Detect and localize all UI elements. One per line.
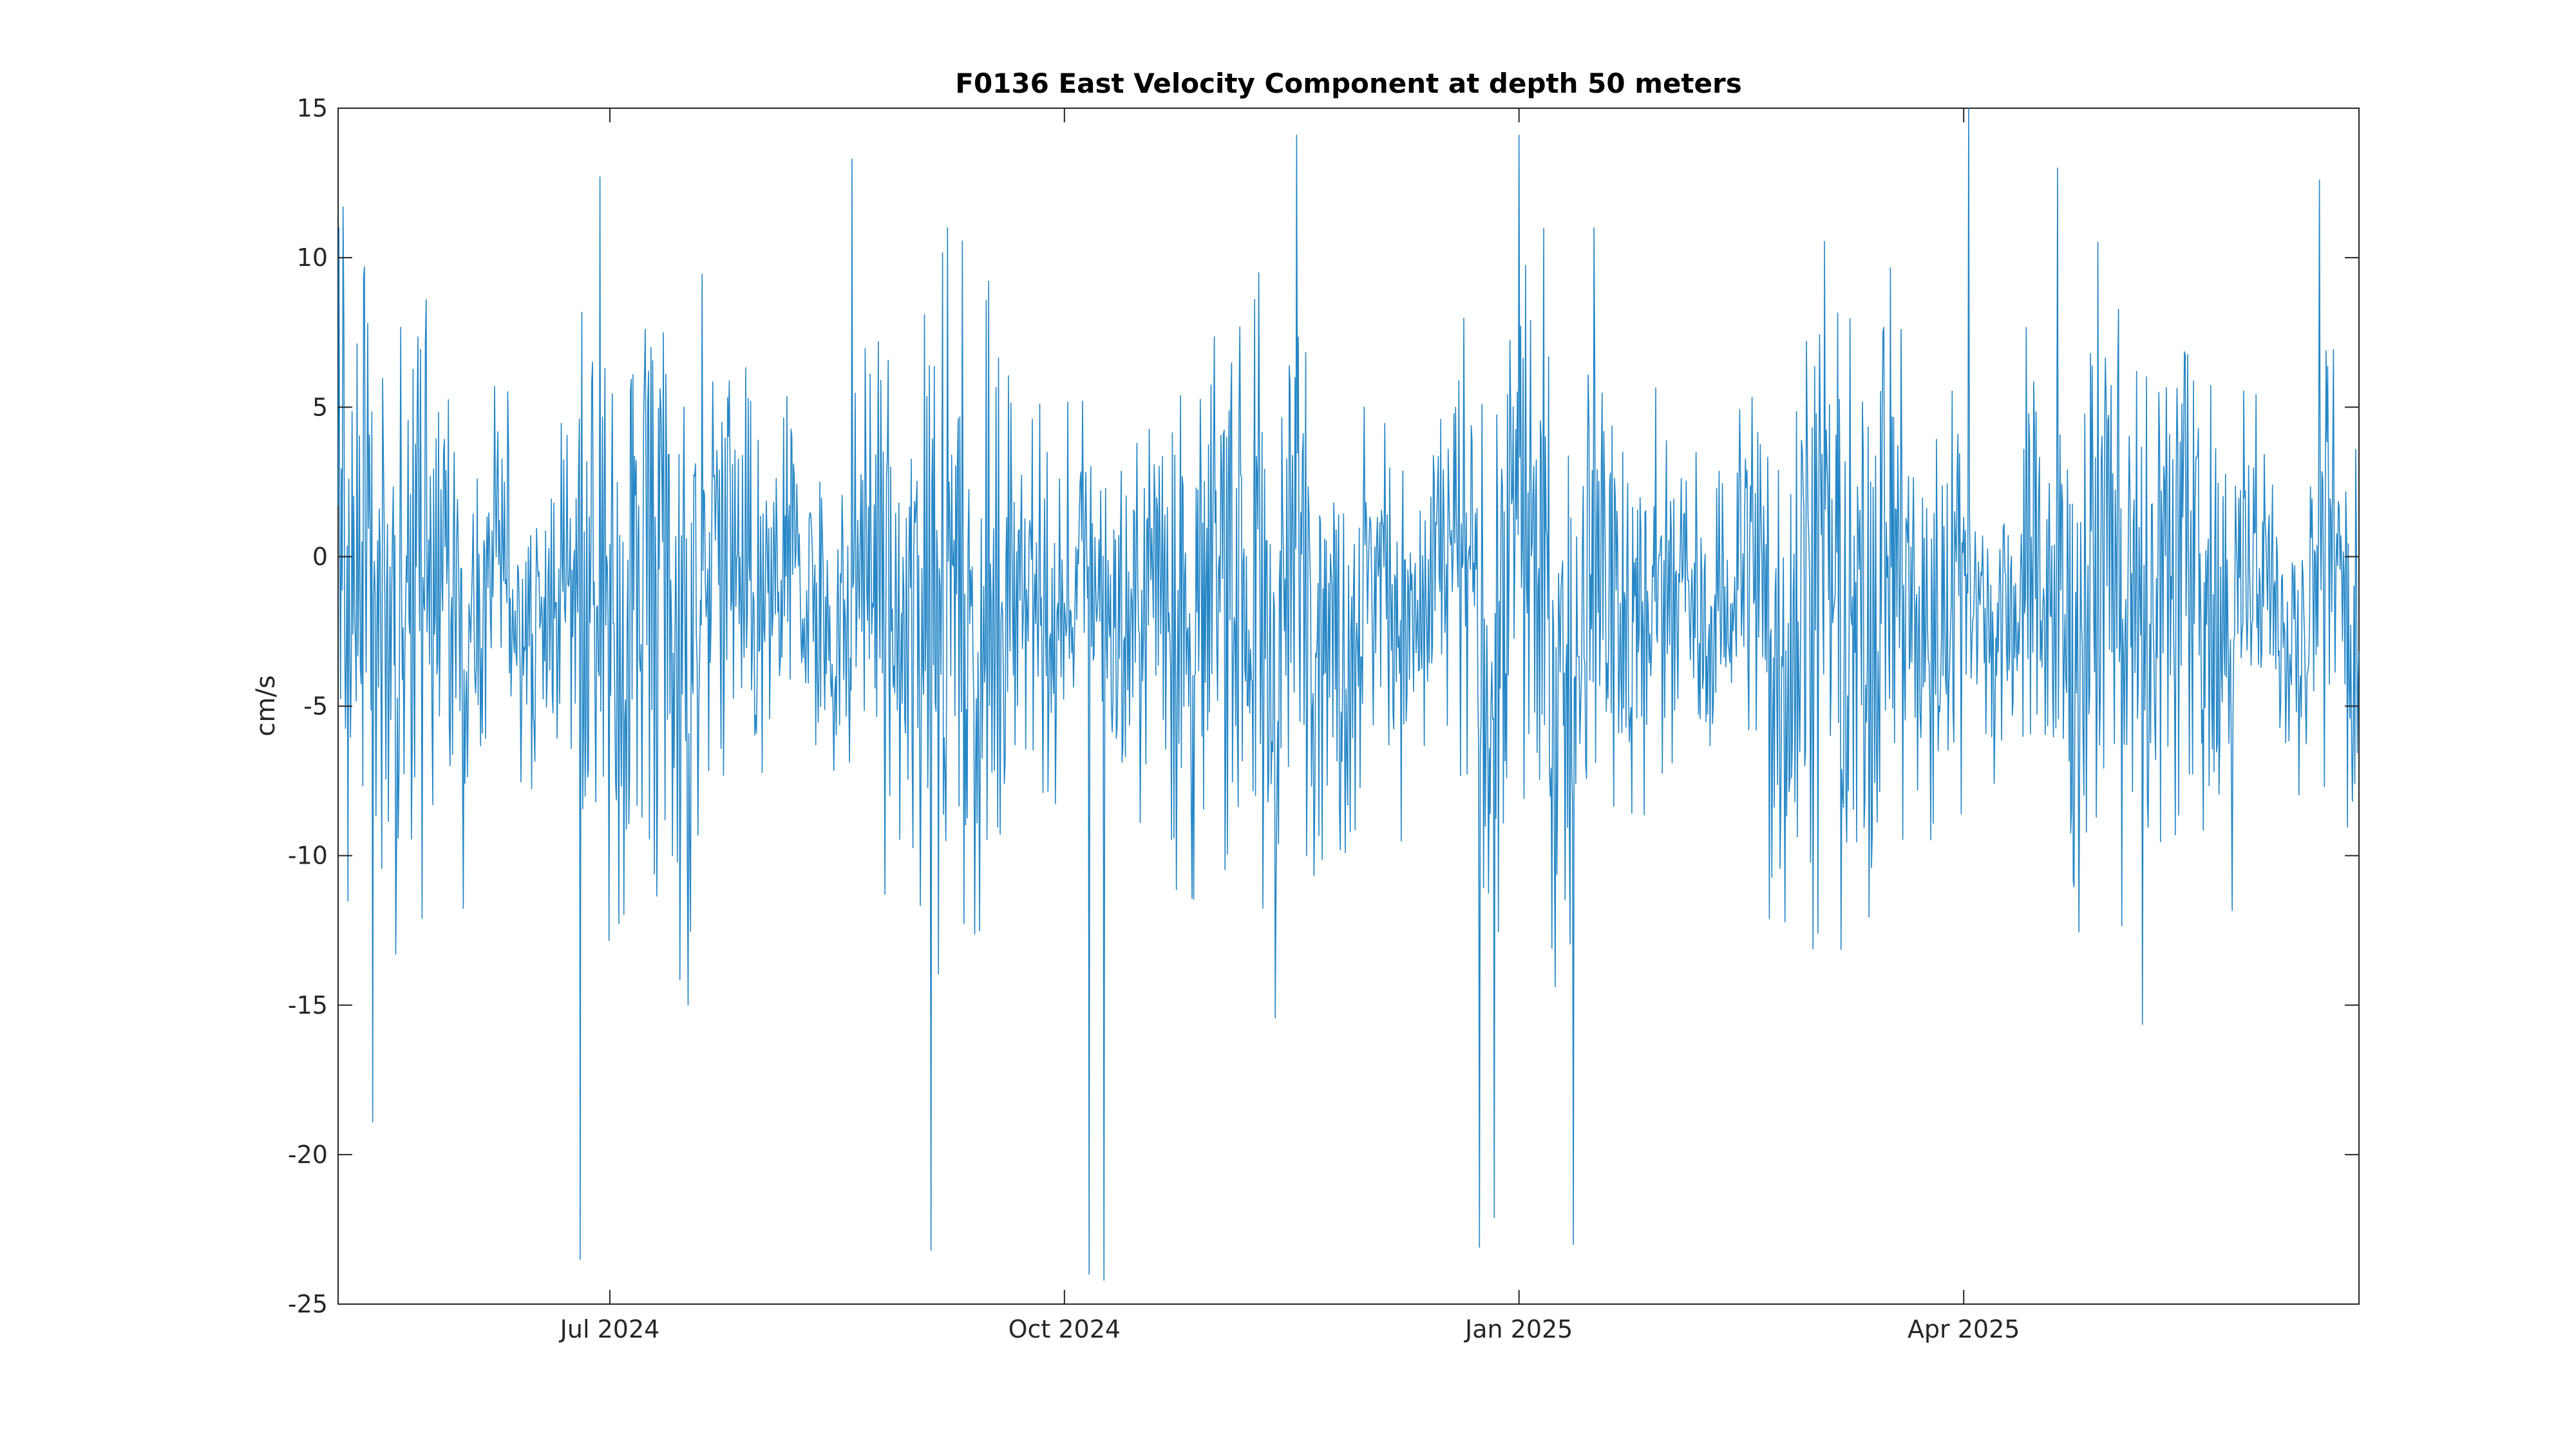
y-tick-label: 0 (312, 542, 328, 571)
y-tick-label: -5 (303, 692, 328, 721)
x-tick-label: Jul 2024 (559, 1315, 660, 1343)
x-tick-label: Oct 2024 (1009, 1315, 1121, 1343)
series-line (337, 108, 2360, 1281)
y-tick-label: 5 (312, 393, 328, 421)
chart-title: F0136 East Velocity Component at depth 5… (955, 68, 1741, 99)
axes-layer: 15 10 5 0 -5 -10 -15 -20 -25 Jul 2024 Oct 2024 Jan … (288, 94, 2359, 1343)
y-tick-label: -25 (288, 1290, 328, 1318)
y-axis-label: cm/s (251, 675, 281, 736)
y-tick-label: 15 (297, 94, 328, 122)
y-tick-label: 10 (297, 243, 328, 272)
x-tick-label: Apr 2025 (1908, 1315, 2020, 1343)
series-layer (337, 108, 2360, 1281)
x-tick-label: Jan 2025 (1464, 1315, 1573, 1343)
y-tick-label: -20 (288, 1141, 328, 1169)
y-tick-label: -15 (288, 991, 328, 1019)
y-tick-label: -10 (288, 842, 328, 870)
